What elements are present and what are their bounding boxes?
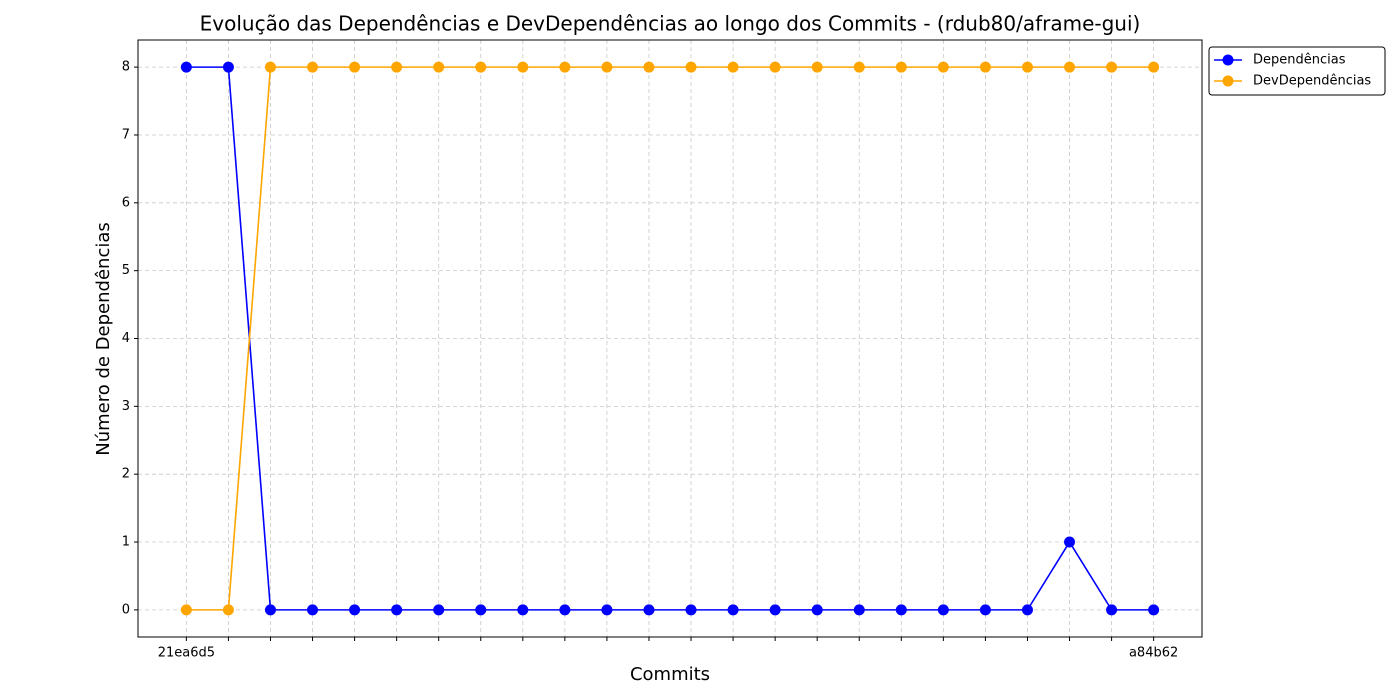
data-point — [769, 61, 781, 73]
data-point — [643, 604, 655, 616]
legend: Dependências DevDependências — [1208, 46, 1386, 96]
data-point — [1021, 604, 1033, 616]
data-point — [475, 61, 487, 73]
data-point — [685, 604, 697, 616]
data-point — [895, 604, 907, 616]
data-point — [264, 604, 276, 616]
y-tick-label: 4 — [122, 331, 130, 346]
data-point — [811, 604, 823, 616]
data-point — [853, 61, 865, 73]
data-point — [1148, 61, 1160, 73]
legend-marker — [1222, 54, 1234, 66]
data-point — [222, 604, 234, 616]
data-point — [559, 604, 571, 616]
data-point — [307, 604, 319, 616]
data-point — [979, 61, 991, 73]
y-tick-label: 0 — [122, 602, 130, 617]
series-line — [186, 66, 1154, 611]
data-point — [727, 61, 739, 73]
data-point — [180, 61, 192, 73]
data-point — [391, 61, 403, 73]
data-point — [349, 61, 361, 73]
y-tick-label: 2 — [122, 467, 130, 482]
x-tick-label: a84b62 — [1129, 646, 1178, 661]
data-point — [937, 604, 949, 616]
x-tick-label: 21ea6d5 — [158, 646, 215, 661]
series-line — [186, 66, 1154, 611]
data-point — [180, 604, 192, 616]
legend-label: Dependências — [1253, 53, 1346, 68]
data-point — [433, 61, 445, 73]
data-point — [601, 604, 613, 616]
data-point — [685, 61, 697, 73]
legend-box — [1208, 46, 1386, 96]
data-point — [895, 61, 907, 73]
legend-marker — [1222, 75, 1234, 87]
data-point — [307, 61, 319, 73]
data-point — [811, 61, 823, 73]
data-point — [222, 61, 234, 73]
y-tick-label: 1 — [122, 535, 130, 550]
y-axis-label: Número de Dependências — [93, 222, 114, 456]
legend-label: DevDependências — [1253, 74, 1371, 89]
data-point — [349, 604, 361, 616]
data-point — [1106, 604, 1118, 616]
data-point — [1064, 536, 1076, 548]
data-point — [264, 61, 276, 73]
data-point — [517, 604, 529, 616]
data-point — [475, 604, 487, 616]
data-point — [1148, 604, 1160, 616]
data-point — [769, 604, 781, 616]
x-axis-label: Commits — [630, 664, 710, 685]
data-point — [433, 604, 445, 616]
data-point — [517, 61, 529, 73]
data-point — [1106, 61, 1118, 73]
plot-frame — [137, 39, 1203, 638]
chart-title: Evolução das Dependências e DevDependênc… — [200, 12, 1141, 36]
data-point — [1064, 61, 1076, 73]
y-tick-label: 7 — [122, 127, 130, 142]
y-tick-label: 5 — [122, 263, 130, 278]
y-tick-label: 6 — [122, 195, 130, 210]
data-point — [727, 604, 739, 616]
y-tick-label: 8 — [122, 60, 130, 75]
data-point — [601, 61, 613, 73]
data-point — [937, 61, 949, 73]
data-point — [853, 604, 865, 616]
data-point — [643, 61, 655, 73]
data-point — [1021, 61, 1033, 73]
data-point — [559, 61, 571, 73]
y-tick-label: 3 — [122, 399, 130, 414]
data-point — [979, 604, 991, 616]
data-point — [391, 604, 403, 616]
